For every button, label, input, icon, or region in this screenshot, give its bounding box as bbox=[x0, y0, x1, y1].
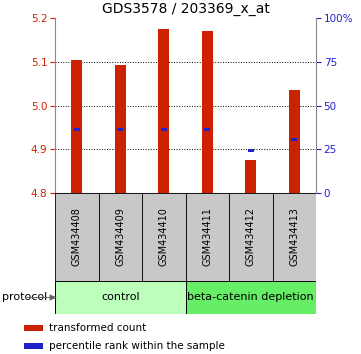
Bar bbox=[273, 193, 316, 281]
Bar bbox=[202, 31, 213, 193]
Bar bbox=[291, 138, 297, 141]
Bar bbox=[25, 343, 43, 349]
Bar bbox=[74, 128, 80, 131]
Bar bbox=[115, 65, 126, 193]
Bar bbox=[55, 281, 186, 314]
Bar bbox=[289, 90, 300, 193]
Text: percentile rank within the sample: percentile rank within the sample bbox=[49, 341, 225, 351]
Text: beta-catenin depletion: beta-catenin depletion bbox=[187, 292, 314, 303]
Text: GSM434409: GSM434409 bbox=[115, 207, 125, 267]
Text: transformed count: transformed count bbox=[49, 322, 147, 333]
Bar bbox=[55, 193, 99, 281]
Text: GSM434411: GSM434411 bbox=[202, 207, 212, 267]
Text: GSM434410: GSM434410 bbox=[159, 207, 169, 267]
Bar bbox=[142, 193, 186, 281]
Bar bbox=[229, 193, 273, 281]
Text: GSM434412: GSM434412 bbox=[246, 207, 256, 267]
Bar bbox=[204, 128, 210, 131]
Bar bbox=[186, 193, 229, 281]
Text: GSM434408: GSM434408 bbox=[72, 207, 82, 267]
Text: protocol: protocol bbox=[2, 292, 47, 303]
Bar bbox=[99, 193, 142, 281]
Bar bbox=[71, 59, 82, 193]
Bar bbox=[186, 281, 316, 314]
Text: GSM434413: GSM434413 bbox=[289, 207, 299, 267]
Bar bbox=[161, 128, 167, 131]
Text: control: control bbox=[101, 292, 140, 303]
Bar bbox=[248, 149, 254, 152]
Title: GDS3578 / 203369_x_at: GDS3578 / 203369_x_at bbox=[101, 1, 269, 16]
Bar bbox=[117, 128, 123, 131]
Bar bbox=[245, 160, 256, 193]
Bar bbox=[158, 29, 169, 193]
Bar bbox=[25, 325, 43, 331]
